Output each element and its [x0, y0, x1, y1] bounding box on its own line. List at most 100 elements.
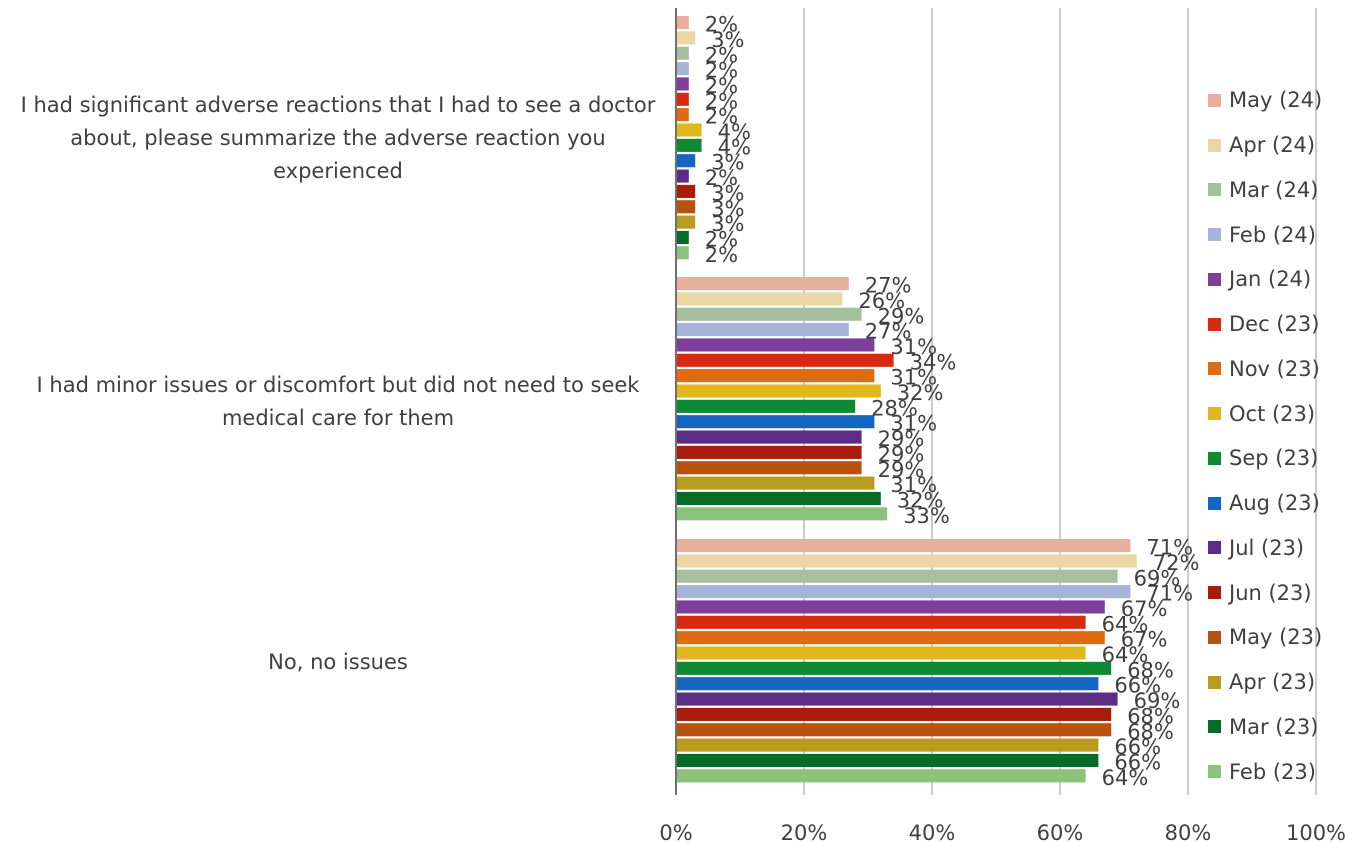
bar: [677, 230, 689, 244]
data-label: 67%: [1121, 628, 1168, 652]
data-label: 69%: [1134, 566, 1181, 590]
legend-swatch: [1208, 720, 1221, 734]
x-tick-label: 80%: [1165, 821, 1212, 843]
data-label: 29%: [878, 304, 925, 328]
legend-label: Apr (24): [1229, 133, 1316, 158]
bar: [677, 323, 849, 337]
bar: [677, 600, 1105, 614]
data-label: 67%: [1121, 597, 1168, 621]
data-label: 26%: [858, 289, 905, 313]
data-label: 29%: [878, 427, 925, 451]
data-label: 3%: [711, 151, 744, 175]
bar: [677, 215, 696, 229]
bar: [677, 108, 689, 122]
legend-item: Jun (23): [1208, 570, 1348, 615]
legend-swatch: [1208, 93, 1221, 107]
data-label: 64%: [1102, 643, 1149, 667]
category-label-significant-reactions: I had significant adverse reactions that…: [20, 93, 656, 183]
legend-label: Jul (23): [1229, 535, 1305, 560]
data-label: 27%: [865, 274, 912, 298]
bar: [677, 646, 1086, 660]
data-label: 3%: [711, 28, 744, 52]
legend-item: May (23): [1208, 615, 1348, 660]
data-label: 3%: [711, 181, 744, 205]
legend: May (24) Apr (24) Mar (24) Feb (24) Jan (24)…: [1208, 78, 1348, 794]
bar: [677, 430, 862, 444]
legend-swatch: [1208, 586, 1221, 600]
legend-item: May (24): [1208, 78, 1348, 123]
bar: [677, 569, 1118, 583]
data-label: 71%: [1146, 536, 1193, 560]
legend-item: Jul (23): [1208, 526, 1348, 571]
legend-swatch: [1208, 407, 1221, 421]
bar: [677, 461, 862, 475]
bars: [677, 16, 1137, 783]
data-label: 32%: [897, 488, 944, 512]
legend-swatch: [1208, 675, 1221, 689]
data-label: 31%: [890, 366, 937, 390]
legend-item: Mar (24): [1208, 168, 1348, 213]
legend-swatch: [1208, 272, 1221, 286]
legend-item: Mar (23): [1208, 705, 1348, 750]
bar: [677, 476, 875, 490]
data-label: 3%: [711, 212, 744, 236]
bar: [677, 491, 881, 505]
bar: [677, 169, 689, 183]
bar: [677, 692, 1118, 706]
data-label: 71%: [1146, 582, 1193, 606]
data-label: 66%: [1114, 735, 1161, 759]
data-label: 68%: [1127, 658, 1174, 682]
data-label: 66%: [1114, 674, 1161, 698]
data-label: 68%: [1127, 704, 1174, 728]
data-label: 2%: [705, 59, 738, 83]
data-label: 31%: [890, 412, 937, 436]
bar: [677, 753, 1099, 767]
legend-swatch: [1208, 228, 1221, 242]
bar: [677, 277, 849, 291]
bar: [677, 46, 689, 60]
data-label: 2%: [705, 227, 738, 251]
bar: [677, 353, 894, 367]
data-labels: 2%3%2%2%2%2%2%4%4%3%2%3%3%3%2%2%27%26%29…: [705, 13, 1200, 790]
data-label: 28%: [871, 396, 918, 420]
bar: [677, 707, 1112, 721]
bar: [677, 723, 1112, 737]
x-tick-label: 100%: [1286, 821, 1346, 843]
legend-label: Feb (23): [1229, 759, 1316, 784]
data-label: 29%: [878, 442, 925, 466]
bar: [677, 615, 1086, 629]
data-label: 2%: [705, 105, 738, 129]
legend-label: Dec (23): [1229, 312, 1320, 337]
data-label: 4%: [718, 120, 751, 144]
legend-label: Mar (24): [1229, 177, 1319, 202]
bar: [677, 123, 702, 137]
bar: [677, 307, 862, 321]
data-label: 64%: [1102, 612, 1149, 636]
legend-item: Dec (23): [1208, 302, 1348, 347]
data-label: 2%: [705, 243, 738, 267]
data-label: 72%: [1153, 551, 1200, 575]
data-label: 2%: [705, 166, 738, 190]
bar: [677, 399, 856, 413]
legend-label: Jun (23): [1229, 580, 1312, 605]
category-label-minor-issues: I had minor issues or discomfort but did…: [36, 373, 640, 430]
legend-item: Jan (24): [1208, 257, 1348, 302]
bar: [677, 738, 1099, 752]
legend-label: Mar (23): [1229, 714, 1319, 739]
bar: [677, 31, 696, 45]
data-label: 2%: [705, 43, 738, 67]
x-axis-ticks: 0% 20% 40% 60% 80% 100%: [659, 821, 1346, 843]
bar: [677, 661, 1112, 675]
legend-item: Nov (23): [1208, 347, 1348, 392]
bar: [677, 92, 689, 106]
bar: [677, 539, 1131, 553]
data-label: 69%: [1134, 689, 1181, 713]
data-label: 29%: [878, 458, 925, 482]
bar: [677, 200, 696, 214]
bar: [677, 16, 689, 30]
legend-swatch: [1208, 362, 1221, 376]
data-label: 33%: [903, 504, 950, 528]
x-tick-label: 40%: [909, 821, 956, 843]
legend-item: Aug (23): [1208, 481, 1348, 526]
